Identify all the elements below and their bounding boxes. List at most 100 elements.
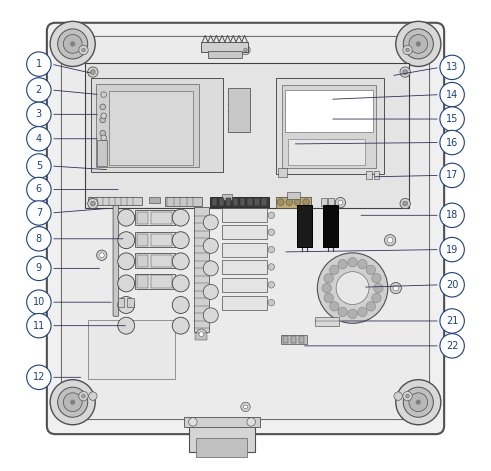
Circle shape — [366, 265, 376, 275]
Bar — [96, 84, 199, 167]
Bar — [323, 204, 338, 247]
Bar — [233, 198, 239, 206]
Circle shape — [440, 237, 464, 262]
Circle shape — [100, 130, 106, 136]
Circle shape — [89, 392, 97, 400]
Circle shape — [244, 405, 247, 409]
Bar — [247, 198, 252, 206]
Text: 12: 12 — [33, 372, 45, 382]
Circle shape — [366, 301, 376, 311]
Circle shape — [390, 283, 402, 294]
Circle shape — [406, 48, 409, 52]
Bar — [374, 171, 380, 179]
Circle shape — [241, 402, 250, 412]
Circle shape — [336, 272, 369, 305]
Circle shape — [394, 392, 402, 400]
Circle shape — [97, 250, 107, 260]
Text: 3: 3 — [36, 109, 42, 119]
Bar — [222, 296, 267, 310]
Circle shape — [172, 253, 189, 270]
Bar — [222, 243, 267, 257]
Circle shape — [101, 113, 107, 119]
Text: 17: 17 — [446, 171, 458, 180]
Circle shape — [82, 48, 85, 52]
Circle shape — [118, 232, 135, 249]
Circle shape — [27, 227, 51, 251]
Text: 14: 14 — [446, 89, 458, 100]
Circle shape — [196, 329, 207, 339]
Bar — [135, 232, 175, 247]
Circle shape — [440, 130, 464, 155]
Bar — [91, 78, 223, 172]
Circle shape — [27, 201, 51, 225]
Bar — [261, 198, 267, 206]
Circle shape — [440, 309, 464, 333]
Text: 22: 22 — [446, 341, 459, 351]
Circle shape — [268, 282, 274, 288]
Circle shape — [57, 29, 88, 59]
Circle shape — [329, 265, 339, 275]
Circle shape — [403, 201, 408, 206]
Circle shape — [27, 365, 51, 390]
Bar — [196, 439, 247, 457]
Circle shape — [338, 200, 343, 205]
Circle shape — [118, 275, 135, 292]
Bar — [88, 320, 175, 379]
Circle shape — [440, 55, 464, 80]
Circle shape — [172, 275, 189, 292]
Circle shape — [118, 317, 135, 334]
Bar — [137, 211, 148, 224]
Bar — [228, 88, 250, 132]
Circle shape — [358, 307, 367, 317]
Circle shape — [396, 380, 441, 425]
Bar — [137, 276, 148, 288]
FancyBboxPatch shape — [47, 23, 444, 434]
Circle shape — [203, 284, 218, 300]
Circle shape — [27, 102, 51, 127]
Text: 18: 18 — [446, 211, 458, 220]
Circle shape — [27, 154, 51, 178]
Circle shape — [403, 45, 412, 55]
Circle shape — [317, 253, 388, 323]
Circle shape — [403, 70, 408, 74]
Circle shape — [403, 387, 434, 417]
Circle shape — [203, 215, 218, 230]
Circle shape — [90, 201, 95, 206]
Circle shape — [100, 144, 106, 149]
Circle shape — [90, 70, 95, 74]
Circle shape — [203, 261, 218, 276]
Circle shape — [335, 197, 346, 208]
Text: 10: 10 — [33, 297, 45, 307]
Bar — [85, 63, 409, 208]
Text: 21: 21 — [446, 316, 458, 326]
Bar — [222, 260, 267, 274]
Circle shape — [387, 237, 393, 243]
Circle shape — [268, 300, 274, 306]
Bar — [282, 85, 376, 168]
Circle shape — [400, 198, 410, 209]
Circle shape — [27, 314, 51, 338]
Text: 19: 19 — [446, 244, 458, 255]
Circle shape — [268, 246, 274, 253]
FancyBboxPatch shape — [61, 36, 430, 420]
Bar — [149, 197, 160, 203]
Circle shape — [348, 258, 357, 267]
Circle shape — [247, 418, 255, 426]
Circle shape — [27, 290, 51, 315]
Bar — [285, 90, 373, 132]
Circle shape — [409, 393, 428, 412]
Text: 4: 4 — [36, 134, 42, 144]
Circle shape — [400, 67, 410, 77]
Bar — [222, 278, 267, 292]
Bar — [222, 194, 232, 200]
Circle shape — [440, 107, 464, 131]
Bar — [137, 255, 148, 267]
Circle shape — [100, 253, 104, 258]
Circle shape — [358, 260, 367, 269]
Bar — [315, 317, 339, 325]
Bar — [366, 171, 372, 179]
Circle shape — [27, 177, 51, 202]
Text: 8: 8 — [36, 234, 42, 244]
Circle shape — [82, 394, 85, 398]
Bar — [118, 299, 124, 307]
